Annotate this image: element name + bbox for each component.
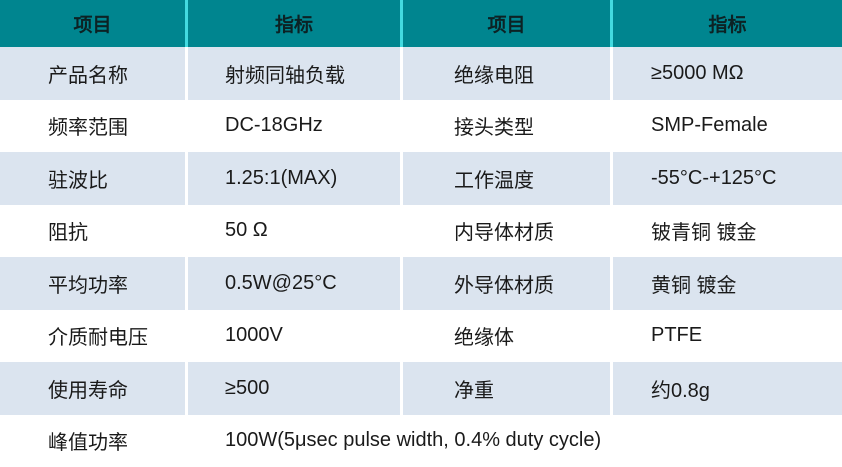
table-row: 平均功率 0.5W@25°C 外导体材质 黄铜 镀金: [0, 257, 842, 310]
item-cell: 驻波比: [0, 152, 188, 205]
item-cell: 阻抗: [0, 204, 188, 257]
table-row: 驻波比 1.25:1(MAX) 工作温度 -55°C-+125°C: [0, 152, 842, 205]
table-header-row: 项目 指标 项目 指标: [0, 0, 842, 47]
value-cell: 1.25:1(MAX): [188, 152, 403, 205]
table-row: 使用寿命 ≥500 净重 约0.8g: [0, 362, 842, 415]
value-cell: 射频同轴负载: [188, 47, 403, 100]
table-row: 频率范围 DC-18GHz 接头类型 SMP-Female: [0, 99, 842, 152]
value-cell: 0.5W@25°C: [188, 257, 403, 310]
item-cell: 产品名称: [0, 47, 188, 100]
value-cell: 黄铜 镀金: [651, 274, 737, 297]
header-cell-item-left: 项目: [0, 0, 188, 47]
value-cell: -55°C-+125°C: [651, 166, 777, 189]
item-cell: 净重: [403, 362, 613, 415]
table-row: 介质耐电压 1000V 绝缘体 PTFE: [0, 309, 842, 362]
value-cell: 约0.8g: [651, 379, 710, 402]
item-cell: 频率范围: [0, 99, 188, 152]
table-row: 产品名称 射频同轴负载 绝缘电阻 ≥5000 MΩ: [0, 47, 842, 100]
header-cell-spec-right: 指标: [708, 15, 747, 36]
value-cell: SMP-Female: [651, 114, 768, 137]
value-cell: PTFE: [651, 324, 703, 347]
header-cell-spec-left: 指标: [188, 0, 403, 47]
table-row: 阻抗 50 Ω 内导体材质 铍青铜 镀金: [0, 204, 842, 257]
value-cell: 铍青铜 镀金: [651, 222, 757, 245]
item-cell: 绝缘体: [403, 309, 613, 362]
item-cell: 绝缘电阻: [403, 47, 613, 100]
value-cell: 50 Ω: [188, 204, 403, 257]
value-cell: DC-18GHz: [188, 99, 403, 152]
item-cell: 工作温度: [403, 152, 613, 205]
value-cell: ≥5000 MΩ: [651, 61, 744, 84]
item-cell: 平均功率: [0, 257, 188, 310]
value-cell: ≥500: [188, 362, 403, 415]
item-cell: 外导体材质: [403, 257, 613, 310]
item-cell: 介质耐电压: [0, 309, 188, 362]
table-footer-row: 峰值功率 100W(5μsec pulse width, 0.4% duty c…: [0, 414, 842, 467]
item-cell: 峰值功率: [0, 414, 188, 467]
item-cell: 使用寿命: [0, 362, 188, 415]
item-cell: 内导体材质: [403, 204, 613, 257]
item-cell: 接头类型: [403, 99, 613, 152]
value-cell: 1000V: [188, 309, 403, 362]
header-cell-item-right: 项目: [403, 0, 613, 47]
value-cell-merged: 100W(5μsec pulse width, 0.4% duty cycle): [225, 429, 602, 452]
